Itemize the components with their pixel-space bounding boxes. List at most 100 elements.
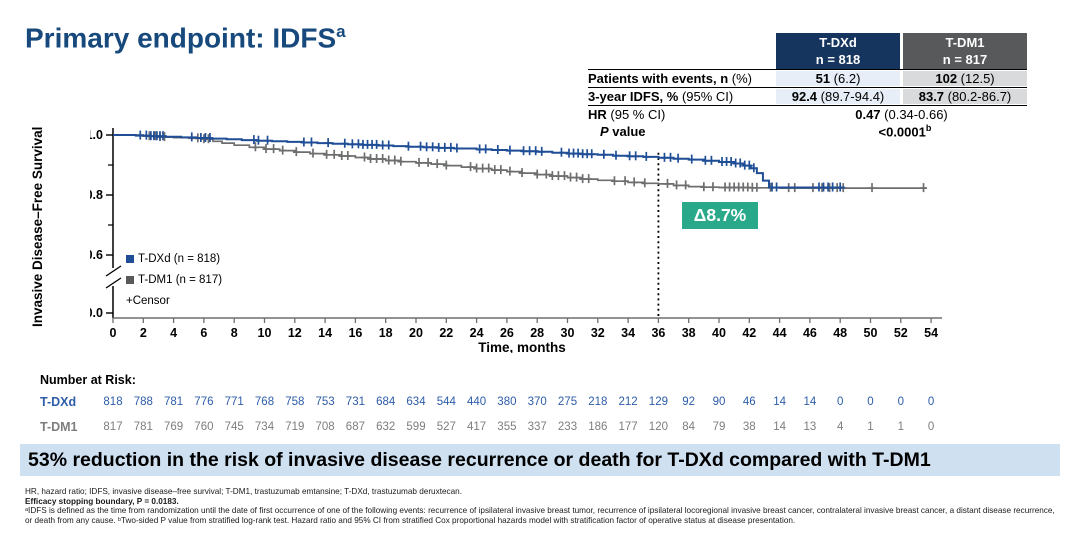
footnote-stopping-boundary: Efficacy stopping boundary, P = 0.0183. [25,496,179,506]
legend-item-tdxd: T-DXd (n = 818) [126,248,222,269]
risk-count: 1 [897,421,904,433]
risk-count: 0 [927,396,935,408]
risk-count: 634 [406,396,426,408]
svg-text:28: 28 [530,326,544,340]
svg-text:18: 18 [379,326,393,340]
risk-count: 4 [836,421,844,433]
svg-text:48: 48 [833,326,847,340]
footnotes: HR, hazard ratio; IDFS, invasive disease… [25,487,1063,525]
kaplan-meier-chart: 1.00.80.60.00246810121416182022242628303… [90,128,942,353]
svg-text:42: 42 [742,326,756,340]
risk-count: 599 [406,421,426,433]
svg-text:Time, months: Time, months [478,340,566,353]
risk-count: 177 [618,421,638,433]
svg-text:6: 6 [200,326,207,340]
hr-value: 0.47 (0.34-0.66) [855,107,948,122]
risk-count: 417 [467,421,487,433]
risk-count: 370 [527,396,547,408]
risk-count: 632 [376,421,396,433]
table-row-hr: HR (95 % CI) 0.47 (0.34-0.66) [588,106,1027,123]
risk-count: 218 [588,396,608,408]
risk-count: 817 [103,421,123,433]
risk-count: 46 [742,396,756,408]
number-at-risk-heading: Number at Risk: [40,373,136,387]
risk-count: 731 [345,396,365,408]
column-header-tdm1: T-DM1 n = 817 [903,33,1027,69]
risk-count: 233 [557,421,578,433]
risk-count: 760 [194,421,214,433]
risk-count: 1 [867,421,874,433]
svg-text:0: 0 [110,326,117,340]
risk-count: 781 [164,396,184,408]
risk-count: 0 [927,421,935,433]
risk-count: 380 [497,396,517,408]
idfs-tdm1: 83.7 (80.2-86.7) [903,89,1027,104]
summary-table: T-DXd n = 818 T-DM1 n = 817 Patients wit… [588,33,1027,140]
risk-count: 734 [254,421,275,433]
risk-count: 788 [133,396,153,408]
risk-count: 337 [527,421,547,433]
risk-count: 440 [467,396,487,408]
svg-text:36: 36 [651,326,665,340]
risk-count: 129 [648,396,668,408]
risk-count: 769 [164,421,184,433]
events-tdm1: 102 (12.5) [903,71,1027,86]
table-row-3yr-idfs: 3-year IDFS, % (95% CI) 92.4 (89.7-94.4)… [588,88,1027,106]
svg-text:24: 24 [470,326,484,340]
svg-text:44: 44 [773,326,787,340]
key-result-banner: 53% reduction in the risk of invasive di… [20,444,1060,476]
svg-text:52: 52 [894,326,908,340]
svg-text:8: 8 [231,326,238,340]
tdxd-legend-swatch [126,254,134,263]
risk-count: 0 [836,396,844,408]
tdm1-legend-swatch [126,275,134,284]
legend-item-tdm1: T-DM1 (n = 817) [126,269,222,290]
svg-text:16: 16 [348,326,362,340]
risk-count: 818 [103,396,123,408]
legend-item-censor: +Censor [126,294,170,307]
page-title: Primary endpoint: IDFSa [25,22,346,54]
svg-text:54: 54 [924,326,938,340]
svg-text:4: 4 [170,326,177,340]
risk-count: 753 [315,396,335,408]
risk-count: 745 [224,421,244,433]
svg-text:46: 46 [803,326,817,340]
risk-count: 719 [285,421,305,433]
risk-count: 776 [194,396,214,408]
risk-count: 687 [345,421,365,433]
chart-legend: T-DXd (n = 818) T-DM1 (n = 817) +Censor [126,248,222,311]
risk-count: 275 [557,396,578,408]
risk-count: 186 [588,421,608,433]
risk-count: 544 [436,396,456,408]
risk-count: 13 [803,421,817,433]
risk-count: 92 [682,396,696,408]
svg-text:32: 32 [591,326,605,340]
svg-text:22: 22 [439,326,453,340]
risk-row-label-tdxd: T-DXd [40,395,77,409]
risk-count: 684 [376,396,396,408]
risk-count: 708 [315,421,335,433]
risk-count: 212 [618,396,638,408]
risk-row-label-tdm1: T-DM1 [40,420,78,434]
events-tdxd: 51 (6.2) [776,71,900,86]
summary-table-header: T-DXd n = 818 T-DM1 n = 817 [588,33,1027,69]
risk-count: 527 [436,421,456,433]
svg-text:12: 12 [288,326,302,340]
p-value: <0.0001b [878,123,932,140]
svg-text:14: 14 [318,326,332,340]
risk-count: 14 [773,421,786,433]
risk-count: 79 [712,421,726,433]
svg-text:38: 38 [682,326,696,340]
title-superscript: a [336,22,346,41]
risk-count: 781 [133,421,153,433]
risk-count: 120 [648,421,668,433]
svg-text:34: 34 [621,326,635,340]
risk-count: 771 [224,396,244,408]
risk-count: 84 [682,421,696,433]
risk-count: 0 [897,396,904,408]
footnote-abbreviations: HR, hazard ratio; IDFS, invasive disease… [25,487,463,496]
svg-text:1.0: 1.0 [90,128,103,142]
risk-count: 0 [867,396,874,408]
svg-text:30: 30 [561,326,575,340]
